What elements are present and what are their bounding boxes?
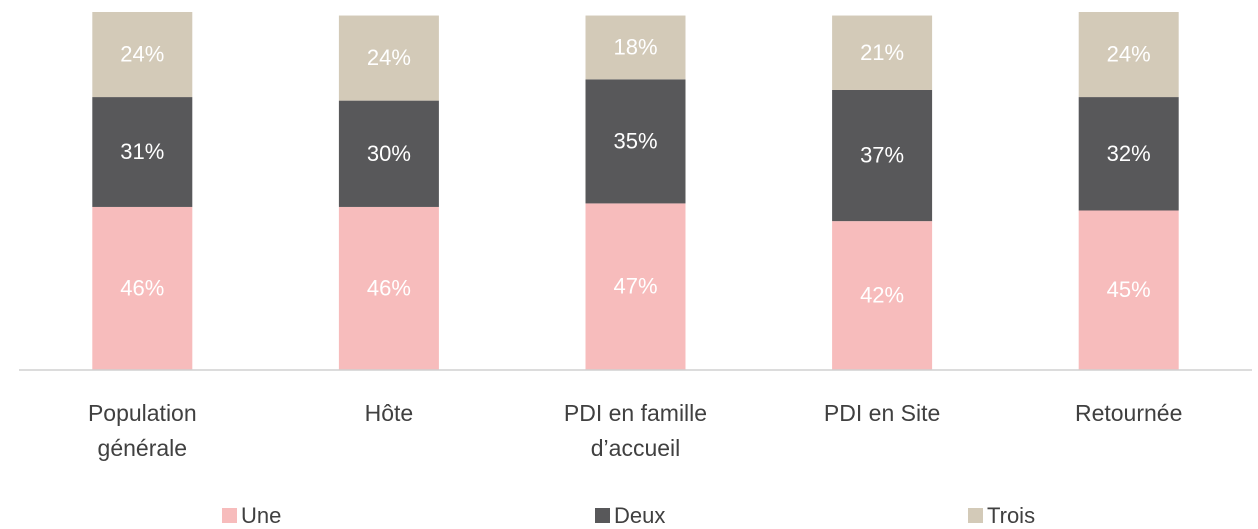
data-label: 35%: [613, 128, 657, 153]
data-label-value: 24: [1107, 41, 1131, 66]
data-label-unit: %: [1131, 277, 1151, 302]
data-label-unit: %: [638, 34, 658, 59]
data-label-unit: %: [145, 41, 165, 66]
data-label: 30%: [367, 141, 411, 166]
bar-segment: [92, 12, 193, 98]
x-tick-label: Retournée: [1074, 400, 1183, 426]
data-label: 42%: [860, 282, 904, 307]
data-label-value: 30: [367, 141, 391, 166]
data-label-unit: %: [885, 282, 905, 307]
data-label: 24%: [367, 45, 411, 70]
x-tick-label: Population générale: [87, 400, 197, 461]
bar-segment: [585, 15, 686, 80]
legend-swatch: [222, 508, 237, 523]
bar-segment: [338, 206, 439, 370]
x-tick-label: Hôte: [364, 400, 414, 426]
data-label-value: 45: [1107, 277, 1131, 302]
legend-swatch: [968, 508, 983, 523]
data-label-value: 18: [613, 34, 637, 59]
data-label-unit: %: [885, 142, 905, 167]
legend-label: Trois: [987, 503, 1035, 528]
legend-swatch: [595, 508, 610, 523]
data-label: 46%: [367, 275, 411, 300]
bar-segment: [338, 15, 439, 101]
data-label: 46%: [120, 275, 164, 300]
data-label-value: 24: [120, 41, 144, 66]
data-label-value: 42: [860, 282, 884, 307]
data-label-unit: %: [1131, 141, 1151, 166]
bar-segment: [585, 203, 686, 370]
data-label: 32%: [1107, 141, 1151, 166]
data-label-value: 35: [613, 128, 637, 153]
data-label-value: 37: [860, 142, 884, 167]
bar-segment: [1078, 12, 1179, 98]
bar-segment: [92, 206, 193, 370]
data-label: 37%: [860, 142, 904, 167]
data-label-value: 31: [120, 139, 144, 164]
data-label-unit: %: [145, 139, 165, 164]
data-label: 47%: [613, 274, 657, 299]
data-label-value: 46: [120, 275, 144, 300]
bar-segment: [832, 15, 933, 90]
data-label-value: 21: [860, 40, 884, 65]
data-label: 45%: [1107, 277, 1151, 302]
data-label-unit: %: [638, 128, 658, 153]
bar-segment: [585, 79, 686, 204]
data-label: 31%: [120, 139, 164, 164]
data-label-value: 46: [367, 275, 391, 300]
data-label-unit: %: [885, 40, 905, 65]
data-label-unit: %: [1131, 41, 1151, 66]
data-label-unit: %: [145, 275, 165, 300]
legend-label: Une: [241, 503, 281, 528]
bar-segment: [832, 89, 933, 222]
data-label-unit: %: [391, 275, 411, 300]
bar-segment: [338, 100, 439, 207]
data-label-unit: %: [391, 45, 411, 70]
bar-segment: [1078, 210, 1179, 370]
legend-label: Deux: [614, 503, 665, 528]
data-label-unit: %: [638, 274, 658, 299]
data-label: 18%: [613, 34, 657, 59]
x-tick-label: PDI en famille d’accueil: [563, 400, 708, 461]
data-label: 21%: [860, 40, 904, 65]
data-label: 24%: [120, 41, 164, 66]
data-label-unit: %: [391, 141, 411, 166]
data-label-value: 32: [1107, 141, 1131, 166]
data-label: 24%: [1107, 41, 1151, 66]
data-label-value: 47: [613, 274, 637, 299]
bar-segment: [1078, 97, 1179, 211]
bar-segment: [832, 221, 933, 370]
bar-segment: [92, 97, 193, 207]
x-tick-label: PDI en Site: [823, 400, 941, 426]
data-label-value: 24: [367, 45, 391, 70]
